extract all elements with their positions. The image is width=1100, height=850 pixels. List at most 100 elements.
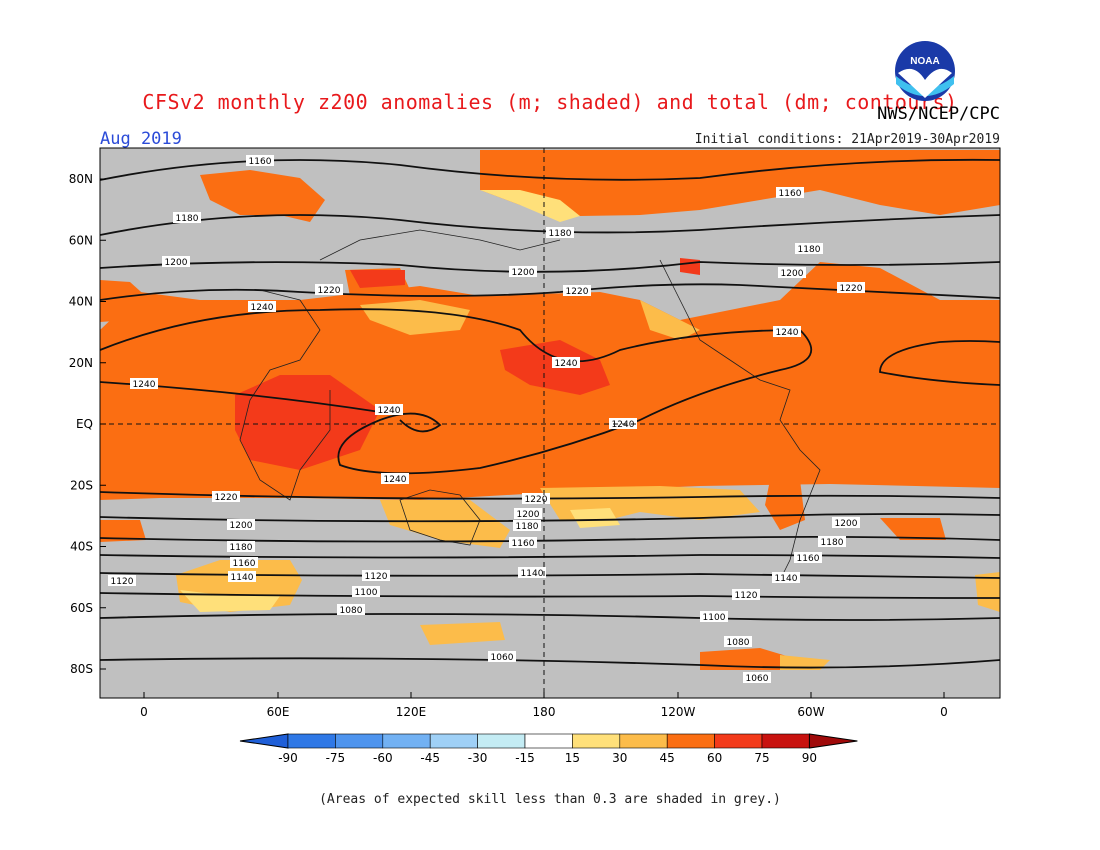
chart-title: CFSv2 monthly z200 anomalies (m; shaded)…: [142, 90, 958, 114]
svg-text:1200: 1200: [230, 521, 253, 531]
legend-swatch: [335, 733, 384, 749]
svg-text:1140: 1140: [775, 574, 798, 584]
svg-text:1180: 1180: [516, 522, 539, 532]
contour-label: 1080: [724, 636, 752, 648]
contour-label: 1220: [522, 493, 550, 505]
contour-label: 1180: [227, 541, 255, 553]
contour-label: 1240: [552, 357, 580, 369]
contour-label: 1220: [212, 491, 240, 503]
coastline: [239, 289, 331, 501]
contour-labels: 1160 1180 1200 1220 1240 1240 1240 1240 …: [108, 155, 865, 684]
svg-text:1220: 1220: [318, 286, 341, 296]
svg-text:1240: 1240: [378, 406, 401, 416]
legend-label: -45: [420, 751, 440, 765]
svg-text:1240: 1240: [612, 420, 635, 430]
legend-label: -60: [373, 751, 393, 765]
coastline: [399, 489, 481, 546]
svg-text:1180: 1180: [821, 538, 844, 548]
contour-label: 1180: [795, 243, 823, 255]
svg-text:1100: 1100: [703, 613, 726, 623]
lat-tick-label: 60S: [70, 601, 93, 615]
contour-line: [100, 308, 813, 475]
legend-label: -15: [515, 751, 535, 765]
svg-text:1220: 1220: [215, 493, 238, 503]
height-contours: [100, 158, 1000, 669]
contour-line: [100, 535, 1000, 543]
contour-label: 1180: [173, 212, 201, 224]
legend-swatch: [287, 733, 336, 749]
contour-label: 1160: [776, 187, 804, 199]
anomaly-region-30: [420, 622, 505, 645]
contour-label: 1120: [732, 589, 760, 601]
svg-text:1200: 1200: [165, 258, 188, 268]
contour-label: 1200: [162, 256, 190, 268]
anomaly-region-45: [100, 520, 146, 542]
contour-label: 1220: [315, 284, 343, 296]
svg-text:1180: 1180: [176, 214, 199, 224]
anomaly-region-45: [200, 170, 325, 222]
legend-label: -30: [468, 751, 488, 765]
anomaly-region-45: [480, 150, 1000, 216]
legend-swatch: [429, 733, 478, 749]
svg-text:1140: 1140: [231, 573, 254, 583]
anomaly-region-60: [350, 270, 405, 288]
contour-label: 1200: [509, 266, 537, 278]
contour-label: 1060: [488, 651, 516, 663]
contour-label: 1100: [700, 611, 728, 623]
lat-tick-label: 40N: [69, 295, 93, 309]
initial-conditions: Initial conditions: 21Apr2019-30Apr2019: [694, 132, 1000, 147]
lat-tick-label: EQ: [76, 417, 93, 431]
svg-text:1160: 1160: [233, 559, 256, 569]
lon-tick-label: 60W: [797, 705, 824, 719]
contour-label: 1100: [352, 586, 380, 598]
legend-label: 90: [802, 751, 817, 765]
legend-label: 45: [660, 751, 675, 765]
legend-arrow-low: [239, 733, 289, 749]
contour-label: 1240: [381, 473, 409, 485]
svg-text:1100: 1100: [355, 588, 378, 598]
legend-swatch: [382, 733, 431, 749]
contour-label: 1200: [514, 508, 542, 520]
svg-text:1220: 1220: [840, 284, 863, 294]
contour-label: 1180: [513, 520, 541, 532]
anomaly-region-45: [880, 518, 946, 540]
noaa-logo: NOAA: [895, 41, 955, 101]
latitude-axis: 80N 60N 40N 20N EQ 20S 40S 60S 80S: [69, 172, 106, 676]
legend-swatch: [619, 733, 668, 749]
svg-text:1120: 1120: [735, 591, 758, 601]
legend-label: -90: [278, 751, 298, 765]
lat-tick-label: 60N: [69, 233, 93, 247]
contour-line: [100, 592, 1000, 599]
svg-text:1200: 1200: [835, 519, 858, 529]
svg-text:1180: 1180: [798, 245, 821, 255]
footnote: (Areas of expected skill less than 0.3 a…: [319, 792, 781, 807]
svg-text:1220: 1220: [525, 495, 548, 505]
svg-text:1160: 1160: [779, 189, 802, 199]
svg-text:1160: 1160: [512, 539, 535, 549]
legend-swatch: [477, 733, 526, 749]
lat-tick-label: 40S: [70, 540, 93, 554]
contour-label: 1240: [773, 326, 801, 338]
coastline: [319, 229, 561, 261]
contour-label: 1180: [818, 536, 846, 548]
forecast-month: Aug 2019: [100, 129, 182, 149]
noaa-logo-text: NOAA: [910, 56, 939, 67]
legend-swatch: [714, 733, 763, 749]
lon-tick-label: 60E: [267, 705, 290, 719]
contour-line: [100, 283, 1000, 301]
contour-line: [100, 572, 1000, 579]
anomaly-region-15: [480, 190, 580, 222]
contour-label: 1160: [509, 537, 537, 549]
svg-text:1080: 1080: [727, 638, 750, 648]
legend-swatch: [572, 733, 621, 749]
contour-label: 1200: [227, 519, 255, 531]
legend-label: 30: [612, 751, 627, 765]
svg-text:1120: 1120: [365, 572, 388, 582]
svg-text:1240: 1240: [251, 303, 274, 313]
svg-text:1200: 1200: [781, 269, 804, 279]
svg-text:1200: 1200: [517, 510, 540, 520]
lon-tick-label: 180: [533, 705, 556, 719]
anomaly-region-30: [380, 500, 510, 548]
svg-text:1220: 1220: [566, 287, 589, 297]
